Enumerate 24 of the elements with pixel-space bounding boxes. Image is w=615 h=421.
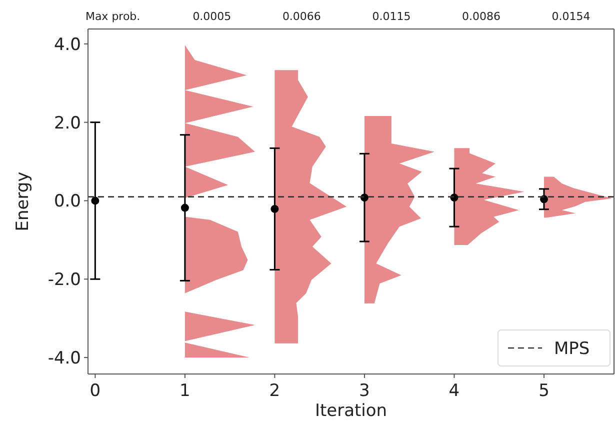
y-tick-label: 2.0 (54, 113, 81, 134)
point (540, 195, 548, 204)
text: 0.0005 (192, 10, 232, 23)
y-tick-label: -4.0 (48, 348, 81, 368)
y-tick-label: 4.0 (54, 34, 81, 55)
y-tick-label: -2.0 (48, 270, 81, 290)
x-tick-label: 5 (538, 381, 550, 401)
x-tick-label: 0 (90, 381, 101, 401)
x-axis-title: Iteration (314, 401, 388, 421)
text: 0.0086 (462, 10, 500, 23)
legend-label: MPS (554, 338, 590, 359)
y-tick-label: 0.0 (54, 192, 81, 212)
text: 0.0154 (552, 10, 590, 23)
point (91, 196, 100, 205)
text: Max prob. (85, 10, 140, 23)
point (180, 204, 189, 212)
y-axis-title: Energy (13, 172, 33, 232)
text: 0.0115 (372, 10, 411, 23)
text: 0.0066 (282, 10, 321, 23)
x-tick-label: 3 (359, 381, 370, 401)
point (270, 204, 279, 213)
x-tick-label: 4 (448, 381, 460, 401)
x-tick-label: 2 (269, 381, 280, 401)
x-tick-label: 1 (180, 381, 190, 401)
